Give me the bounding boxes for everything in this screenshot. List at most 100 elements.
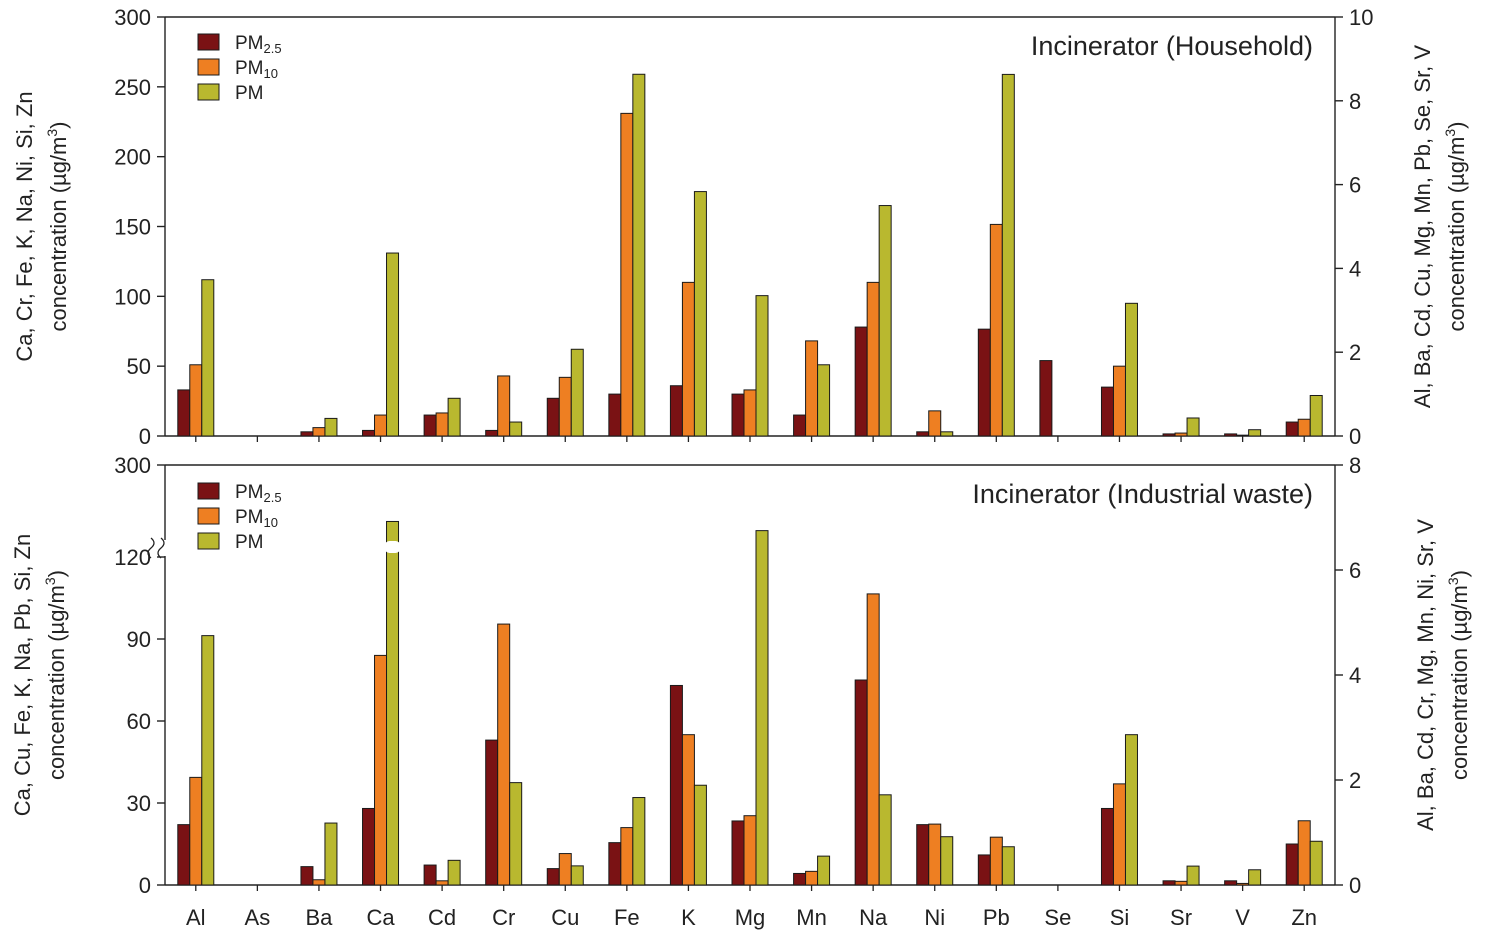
- bar-zn-pm10: [1297, 820, 1311, 886]
- bar-cu-pm25: [546, 868, 560, 886]
- category-label-cu: Cu: [551, 905, 579, 930]
- legend-label-main: PM: [235, 532, 264, 553]
- legend-swatch-pm10: [197, 507, 220, 525]
- bar-ba-pm25: [300, 866, 314, 886]
- bar-fe-pm: [632, 797, 646, 886]
- right-tick-label: 6: [1349, 558, 1361, 583]
- bar-sr-pm25: [1162, 433, 1176, 437]
- left-tick-label: 90: [127, 627, 151, 652]
- category-label-pb: Pb: [983, 905, 1010, 930]
- category-label-as: As: [245, 905, 271, 930]
- right-tick-label: 2: [1349, 768, 1361, 793]
- bar-na-pm: [878, 794, 892, 886]
- bar-mg-pm: [755, 295, 769, 437]
- bar-cd-pm: [447, 859, 461, 886]
- bar-sr-pm10: [1174, 880, 1188, 886]
- bar-si-pm25: [1100, 386, 1114, 437]
- left-axis-title-line1: Ca, Cr, Fe, K, Na, Ni, Si, Zn: [12, 91, 37, 361]
- bar-fe-pm10: [620, 827, 634, 886]
- left-axis-title-line1: Ca, Cu, Fe, K, Na, Pb, Si, Zn: [10, 534, 35, 816]
- bar-mg-pm25: [731, 820, 745, 886]
- bar-zn-pm: [1309, 394, 1323, 437]
- bar-v-pm10: [1236, 882, 1250, 886]
- left-tick-label: 120: [114, 545, 151, 570]
- bar-ni-pm25: [916, 824, 930, 886]
- axis-title-superscript: 3: [42, 577, 58, 585]
- panel-title: Incinerator (Household): [1031, 31, 1313, 61]
- bar-ba-pm25: [300, 431, 314, 437]
- bar-k-pm: [693, 191, 707, 437]
- bar-cr-pm: [509, 782, 523, 886]
- right-axis-title-line2: concentration (µg/m3): [1442, 122, 1469, 332]
- bar-pb-pm: [1001, 73, 1015, 437]
- bar-si-pm: [1124, 302, 1138, 437]
- bar-cu-pm: [570, 348, 584, 437]
- bar-ca-pm25: [362, 429, 376, 437]
- axis-break-gap: [160, 540, 170, 556]
- bar-mn-pm25: [793, 872, 807, 886]
- bar-fe-pm: [632, 73, 646, 437]
- right-axis-title: Al, Ba, Cd, Cu, Mg, Mn, Pb, Se, Sr, V con…: [1410, 45, 1469, 408]
- category-label-se: Se: [1044, 905, 1071, 930]
- axis-break-mark: [147, 537, 155, 559]
- bar-cd-pm25: [423, 864, 437, 886]
- legend-label-main: PM: [235, 33, 264, 54]
- axis-title-superscript: 3: [1442, 129, 1458, 137]
- bar-ni-pm: [940, 431, 954, 437]
- bar-pb-pm25: [977, 328, 991, 437]
- bar-zn-pm: [1309, 840, 1323, 886]
- axis-title-text: ): [44, 570, 69, 577]
- axis-title-text: ): [1444, 122, 1469, 129]
- panel-1: 0501001502002503000246810PM2.5PM10PMInci…: [12, 5, 1469, 449]
- category-label-mg: Mg: [735, 905, 766, 930]
- bar-k-pm25: [669, 684, 683, 886]
- bar-al-pm10: [189, 364, 203, 437]
- legend-swatch-pm10: [197, 58, 220, 76]
- bar-na-pm25: [854, 326, 868, 437]
- bar-cu-pm: [570, 865, 584, 886]
- bar-si-pm25: [1100, 807, 1114, 886]
- axis-title-superscript: 3: [44, 129, 60, 137]
- bar-mg-pm10: [743, 389, 757, 437]
- bar-ba-pm: [324, 822, 338, 886]
- category-label-cd: Cd: [428, 905, 456, 930]
- bar-ni-pm25: [916, 431, 930, 437]
- bar-ca-pm: [386, 520, 400, 886]
- category-label-zn: Zn: [1291, 905, 1317, 930]
- legend-label-sub: 2.5: [264, 490, 282, 505]
- bar-break-mark: [384, 541, 401, 553]
- bar-zn-pm25: [1285, 421, 1299, 437]
- left-axis-title: Ca, Cu, Fe, K, Na, Pb, Si, Zn concentrati…: [10, 534, 69, 816]
- right-axis-title: Al, Ba, Cd, Cr, Mg, Mn, Ni, Sr, V concent…: [1413, 519, 1472, 831]
- right-axis-title-line1: Al, Ba, Cd, Cr, Mg, Mn, Ni, Sr, V: [1413, 519, 1438, 831]
- panel-title: Incinerator (Industrial waste): [972, 479, 1313, 509]
- left-tick-label: 30: [127, 791, 151, 816]
- bar-pb-pm25: [977, 854, 991, 886]
- bar-sr-pm: [1186, 417, 1200, 437]
- bar-ca-pm10: [374, 414, 388, 437]
- bar-v-pm25: [1224, 433, 1238, 437]
- bar-cd-pm: [447, 397, 461, 437]
- left-tick-label: 250: [114, 75, 151, 100]
- right-tick-label: 0: [1349, 424, 1361, 449]
- bar-sr-pm: [1186, 865, 1200, 886]
- legend-swatch-pm: [197, 532, 220, 550]
- left-tick-label: 150: [114, 215, 151, 240]
- bar-mn-pm10: [805, 340, 819, 437]
- bar-ba-pm10: [312, 879, 326, 886]
- bar-cu-pm10: [558, 853, 572, 886]
- bar-cd-pm10: [435, 412, 449, 437]
- bar-mn-pm: [817, 855, 831, 886]
- bar-mg-pm10: [743, 815, 757, 886]
- bar-cr-pm25: [485, 739, 499, 886]
- panel-2: 030609012030002468PM2.5PM10PMIncinerator…: [10, 453, 1472, 898]
- bar-cd-pm10: [435, 880, 449, 886]
- bar-pb-pm: [1001, 846, 1015, 886]
- bar-cr-pm25: [485, 429, 499, 437]
- bar-sr-pm10: [1174, 432, 1188, 437]
- legend-label-pm25: PM2.5: [235, 482, 282, 505]
- left-tick-label: 50: [127, 354, 151, 379]
- bar-al-pm10: [189, 776, 203, 886]
- right-tick-label: 2: [1349, 340, 1361, 365]
- right-tick-label: 10: [1349, 5, 1373, 30]
